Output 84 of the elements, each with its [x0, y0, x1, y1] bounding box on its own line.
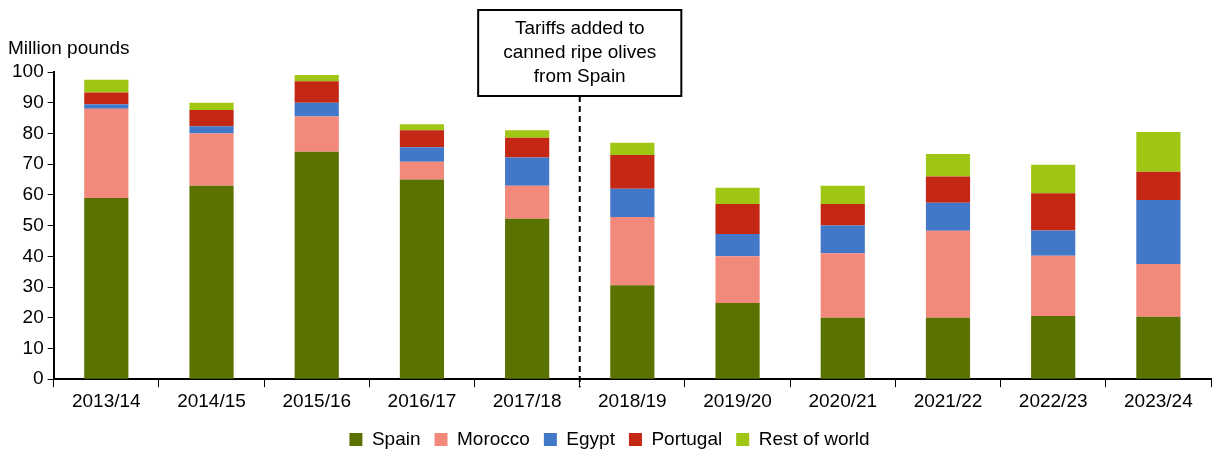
bar	[1136, 264, 1181, 317]
y-tick-label: 30	[22, 275, 44, 297]
y-tick-label: 60	[22, 183, 44, 205]
y-tick-label: 40	[22, 244, 44, 266]
bar	[925, 202, 971, 231]
bar	[505, 137, 550, 158]
y-tick-label: 80	[22, 121, 44, 143]
x-tick-label: 2020/21	[808, 389, 878, 411]
bar	[820, 204, 865, 226]
x-tick-label: 2017/18	[492, 389, 562, 411]
bar	[399, 124, 445, 131]
legend-label: Rest of world	[758, 427, 870, 449]
bar	[399, 130, 445, 148]
bar	[189, 102, 234, 111]
bar	[505, 218, 550, 379]
bar	[925, 317, 971, 379]
x-tick-label: 2015/16	[282, 389, 352, 411]
bar	[820, 317, 865, 379]
bar	[399, 161, 445, 180]
bar	[610, 285, 655, 379]
bar	[505, 157, 550, 186]
bar	[294, 102, 339, 117]
bar	[399, 147, 445, 162]
legend-label: Portugal	[651, 427, 723, 449]
annotation: Tariffs added to canned ripe olives from Spain	[503, 17, 657, 87]
x-tick-label: 2019/20	[703, 389, 772, 411]
x-tick-label: 2018/19	[598, 389, 667, 411]
bar	[715, 187, 760, 205]
bar	[715, 256, 760, 304]
bar	[399, 179, 445, 379]
y-tick-label: 0	[33, 367, 44, 389]
y-tick-label: 100	[12, 60, 44, 82]
bar	[294, 116, 339, 152]
bar	[610, 142, 655, 155]
x-tick-label: 2013/14	[71, 389, 142, 411]
x-tick-label: 2022/23	[1018, 389, 1088, 411]
bar	[1031, 315, 1076, 379]
bar	[1031, 230, 1076, 256]
bar	[925, 230, 971, 318]
legend-label: Spain	[371, 427, 421, 449]
bar	[610, 217, 655, 286]
bar	[505, 185, 550, 219]
bar	[189, 185, 234, 379]
x-tick-label: 2023/24	[1124, 389, 1194, 411]
bar	[820, 253, 865, 318]
legend-label: Egypt	[566, 427, 616, 449]
bar	[84, 197, 129, 379]
bar	[820, 225, 865, 254]
bar	[84, 92, 129, 105]
x-tick-label: 2021/22	[913, 389, 983, 411]
bar	[1031, 193, 1076, 231]
bar	[1136, 131, 1181, 172]
bar	[84, 104, 129, 109]
y-tick-label: 90	[22, 90, 44, 112]
bar	[715, 233, 760, 257]
y-tick-label: 10	[22, 336, 44, 358]
bar	[294, 151, 339, 379]
x-tick-label: 2016/17	[387, 389, 457, 411]
bar	[294, 75, 339, 82]
bar	[84, 108, 129, 198]
bar	[715, 204, 760, 234]
bar	[1031, 255, 1076, 316]
bar	[1136, 200, 1181, 264]
bar	[1031, 164, 1076, 194]
bar	[505, 130, 550, 138]
bar	[925, 154, 971, 177]
x-tick-label: 2014/15	[177, 389, 246, 411]
bar	[189, 126, 234, 134]
bar	[84, 79, 129, 93]
bar	[820, 185, 865, 205]
bar	[610, 188, 655, 217]
bar	[1136, 171, 1181, 201]
y-tick-label: 20	[22, 305, 44, 327]
y-tick-label: 70	[22, 152, 44, 174]
bar	[294, 81, 339, 103]
y-axis-title: Million pounds	[8, 37, 130, 58]
bar	[189, 133, 234, 186]
bar	[189, 110, 234, 127]
bar	[925, 176, 971, 203]
y-tick-label: 50	[22, 213, 44, 235]
bar	[610, 154, 655, 189]
bar	[715, 303, 760, 379]
bar	[1136, 316, 1181, 379]
legend-label: Morocco	[457, 427, 530, 449]
